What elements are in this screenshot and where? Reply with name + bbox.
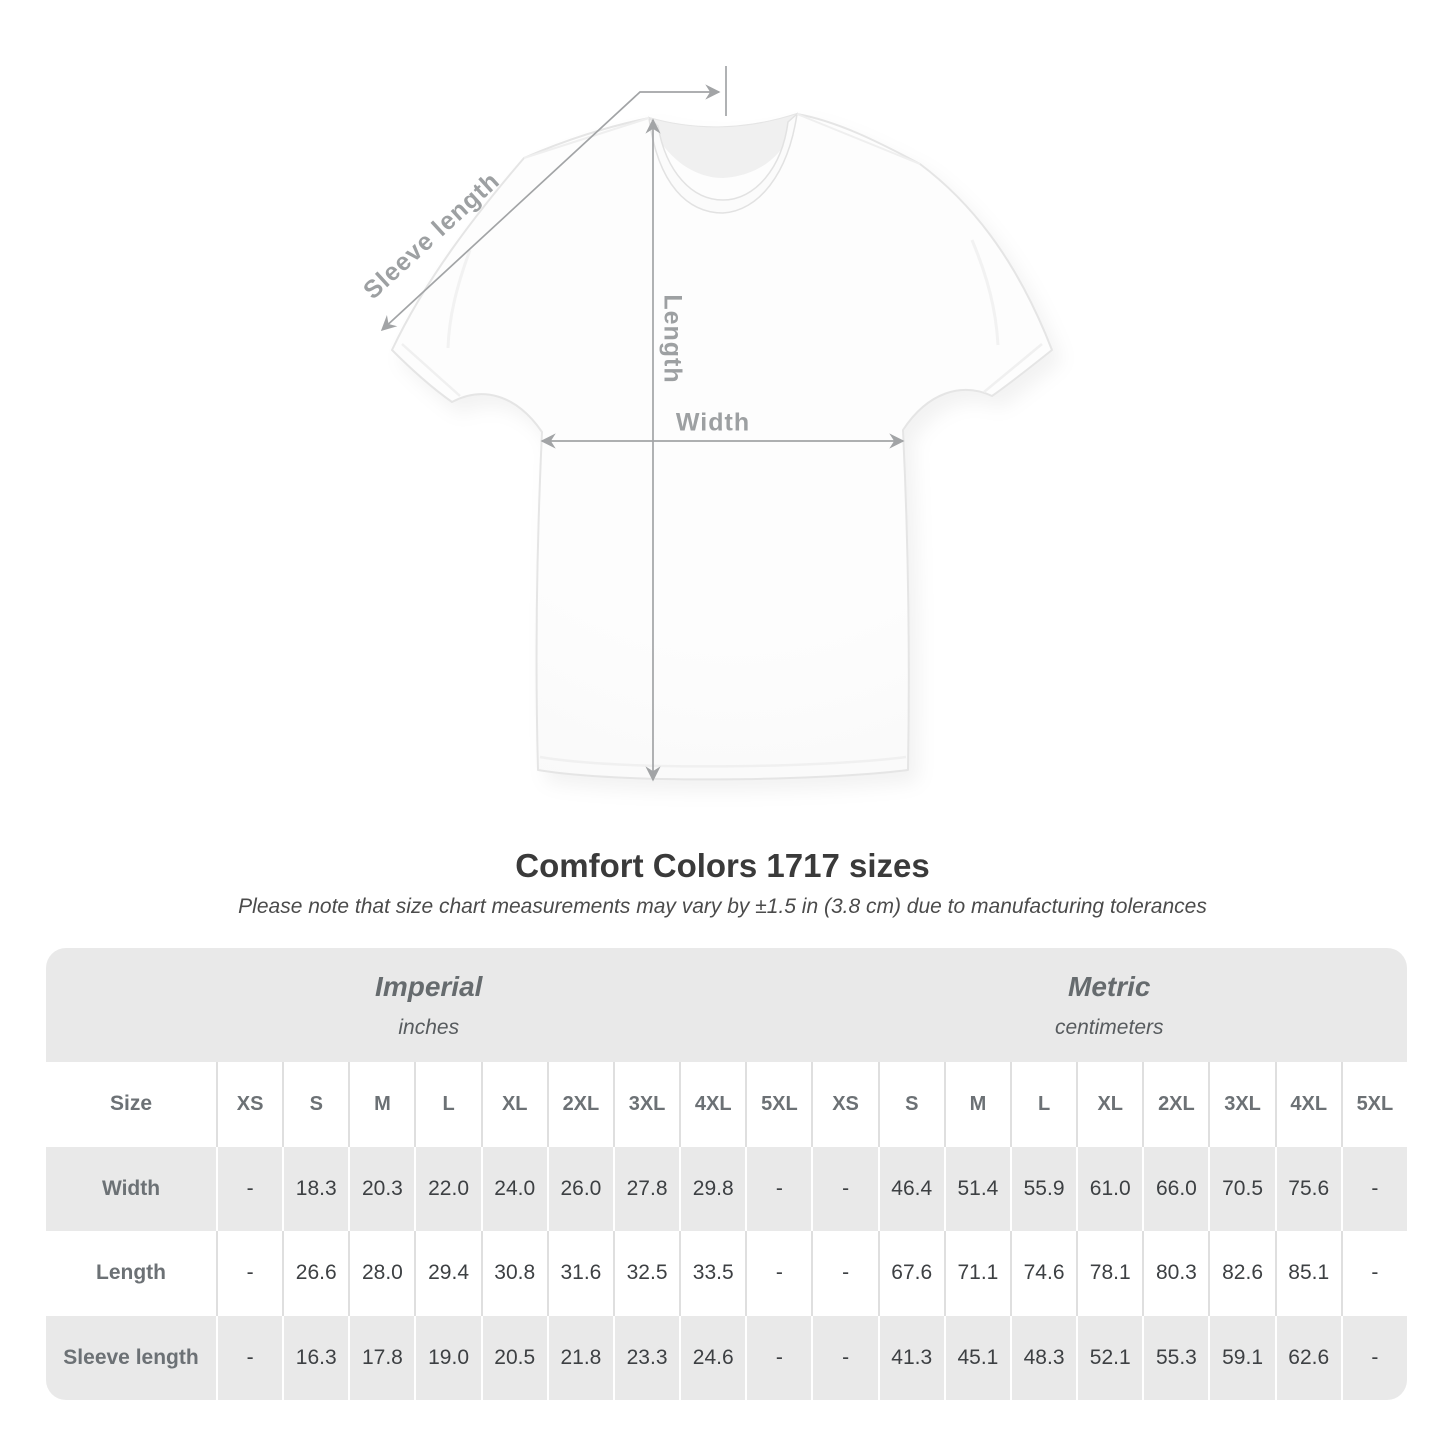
imperial-title: Imperial xyxy=(375,970,483,1002)
sleeve-cell: 41.3 xyxy=(877,1315,944,1400)
width-cell: 55.9 xyxy=(1009,1146,1077,1231)
sleeve-cell: - xyxy=(811,1315,878,1400)
size-header: L xyxy=(414,1062,481,1147)
imperial-group-header: Imperial inches xyxy=(46,948,812,1062)
size-chart-table: Imperial inches Metric centimeters Size … xyxy=(46,948,1407,1400)
sleeve-cell: 48.3 xyxy=(1009,1315,1077,1400)
width-cell: 27.8 xyxy=(612,1146,680,1231)
imperial-unit: inches xyxy=(398,1015,460,1039)
size-header: 5XL xyxy=(745,1062,812,1147)
width-cell: 61.0 xyxy=(1076,1146,1143,1231)
sleeve-cell: 21.8 xyxy=(546,1315,613,1400)
length-cell: - xyxy=(811,1231,878,1316)
size-header: S xyxy=(877,1062,944,1147)
metric-title: Metric xyxy=(1068,970,1151,1002)
size-header: 2XL xyxy=(1142,1062,1209,1147)
length-cell: 32.5 xyxy=(612,1231,680,1316)
metric-unit: centimeters xyxy=(1054,1015,1164,1039)
size-header: 2XL xyxy=(546,1062,613,1147)
sleeve-cell: 55.3 xyxy=(1142,1315,1209,1400)
size-header: XS xyxy=(216,1062,283,1147)
width-cell: - xyxy=(1340,1146,1407,1231)
width-cell: - xyxy=(811,1146,878,1231)
width-cell: 51.4 xyxy=(943,1146,1010,1231)
size-header: XL xyxy=(480,1062,547,1147)
length-cell: 30.8 xyxy=(480,1231,547,1316)
length-cell: 80.3 xyxy=(1142,1231,1209,1316)
size-header: 4XL xyxy=(1274,1062,1341,1147)
length-cell: - xyxy=(1340,1231,1407,1316)
sleeve-cell: 24.6 xyxy=(679,1315,746,1400)
width-cell: 20.3 xyxy=(348,1146,415,1231)
length-cell: 82.6 xyxy=(1208,1231,1275,1316)
size-header: 3XL xyxy=(612,1062,680,1147)
sleeve-cell: - xyxy=(1340,1315,1407,1400)
size-col-header: Size xyxy=(46,1062,216,1147)
width-cell: 26.0 xyxy=(546,1146,613,1231)
size-header: S xyxy=(282,1062,349,1147)
row-label-width: Width xyxy=(46,1146,216,1231)
length-cell: 71.1 xyxy=(943,1231,1010,1316)
length-cell: 67.6 xyxy=(877,1231,944,1316)
width-cell: 29.8 xyxy=(679,1146,746,1231)
width-cell: 24.0 xyxy=(480,1146,547,1231)
size-header: M xyxy=(943,1062,1010,1147)
width-cell: 46.4 xyxy=(877,1146,944,1231)
size-header: 4XL xyxy=(679,1062,746,1147)
size-header: L xyxy=(1009,1062,1077,1147)
sleeve-cell: 59.1 xyxy=(1208,1315,1275,1400)
sleeve-cell: 19.0 xyxy=(414,1315,481,1400)
length-cell: 28.0 xyxy=(348,1231,415,1316)
sleeve-cell: 20.5 xyxy=(480,1315,547,1400)
length-label: Length xyxy=(658,294,687,384)
page-subtitle: Please note that size chart measurements… xyxy=(238,895,1207,918)
sleeve-cell: 16.3 xyxy=(282,1315,349,1400)
size-header: M xyxy=(348,1062,415,1147)
sleeve-cell: 45.1 xyxy=(943,1315,1010,1400)
row-label-sleeve-length: Sleeve length xyxy=(46,1315,216,1400)
row-label-length: Length xyxy=(46,1231,216,1316)
page-title: Comfort Colors 1717 sizes xyxy=(515,847,930,884)
size-header: XS xyxy=(811,1062,878,1147)
length-cell: 31.6 xyxy=(546,1231,613,1316)
length-cell: 33.5 xyxy=(679,1231,746,1316)
sleeve-cell: - xyxy=(216,1315,283,1400)
size-header: XL xyxy=(1076,1062,1143,1147)
width-cell: 75.6 xyxy=(1274,1146,1341,1231)
width-cell: - xyxy=(745,1146,812,1231)
sleeve-length-arrow xyxy=(380,84,721,332)
metric-group-header: Metric centimeters xyxy=(811,948,1407,1062)
sleeve-cell: 23.3 xyxy=(612,1315,680,1400)
width-label: Width xyxy=(675,408,751,437)
length-cell: 26.6 xyxy=(282,1231,349,1316)
length-cell: 74.6 xyxy=(1009,1231,1077,1316)
sleeve-cell: 52.1 xyxy=(1076,1315,1143,1400)
length-cell: - xyxy=(216,1231,283,1316)
width-cell: 22.0 xyxy=(414,1146,481,1231)
sleeve-cell: 17.8 xyxy=(348,1315,415,1400)
length-cell: 85.1 xyxy=(1274,1231,1341,1316)
sleeve-cell: - xyxy=(745,1315,812,1400)
width-cell: 18.3 xyxy=(282,1146,349,1231)
width-cell: 66.0 xyxy=(1142,1146,1209,1231)
sleeve-cell: 62.6 xyxy=(1274,1315,1341,1400)
size-header: 3XL xyxy=(1208,1062,1275,1147)
length-cell: 78.1 xyxy=(1076,1231,1143,1316)
length-cell: 29.4 xyxy=(414,1231,481,1316)
width-cell: 70.5 xyxy=(1208,1146,1275,1231)
length-cell: - xyxy=(745,1231,812,1316)
width-cell: - xyxy=(216,1146,283,1231)
size-header: 5XL xyxy=(1340,1062,1407,1147)
tshirt-shape xyxy=(391,112,1053,781)
